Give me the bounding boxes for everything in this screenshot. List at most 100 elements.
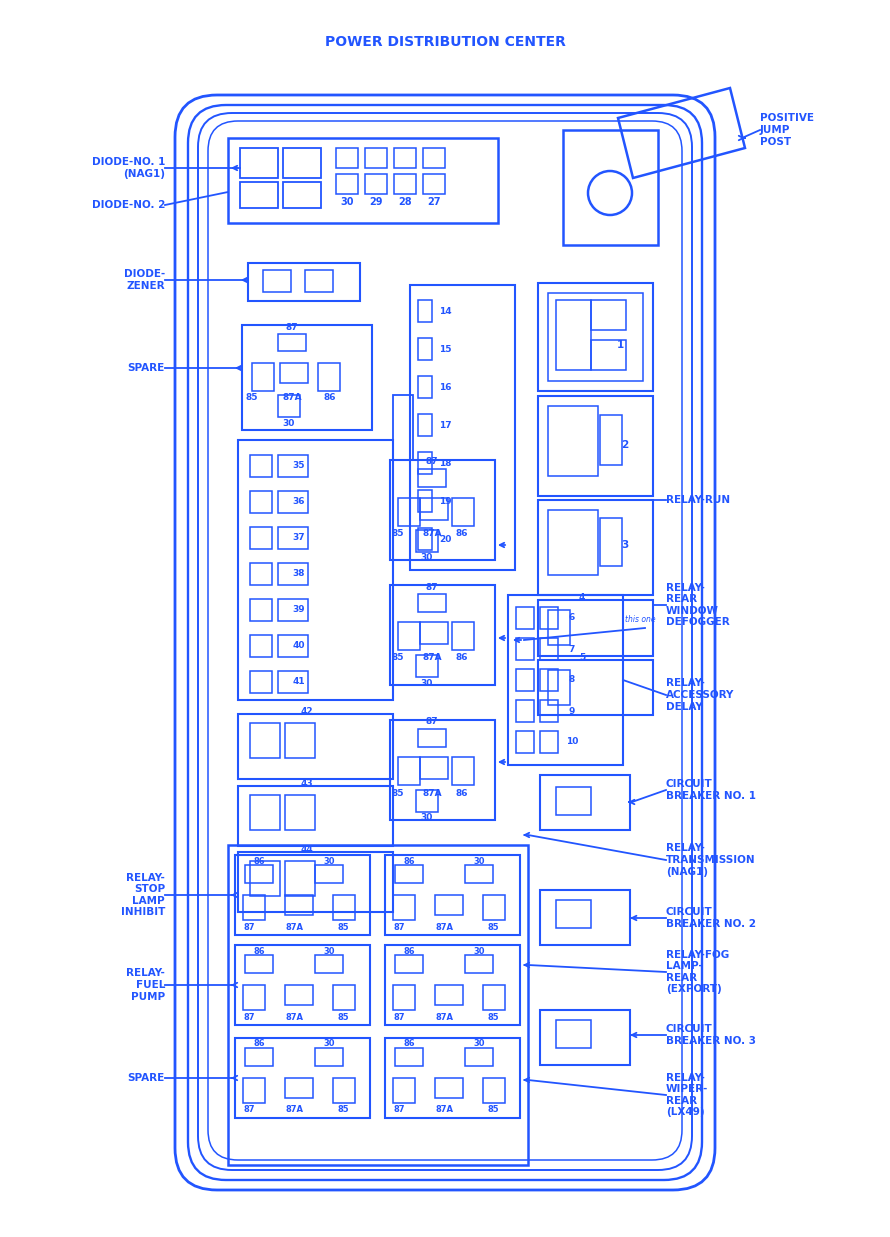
- Bar: [285, 861, 315, 896]
- Bar: [435, 1077, 463, 1098]
- Text: this one: this one: [625, 616, 656, 625]
- Text: 8: 8: [569, 675, 575, 684]
- Text: 30: 30: [323, 856, 335, 866]
- Bar: [250, 635, 272, 657]
- Bar: [390, 720, 495, 820]
- Bar: [540, 731, 558, 753]
- Text: 42: 42: [301, 708, 313, 716]
- Text: 85: 85: [392, 653, 404, 663]
- Text: 30: 30: [340, 197, 353, 207]
- Text: CIRCUIT
BREAKER NO. 3: CIRCUIT BREAKER NO. 3: [666, 1024, 756, 1045]
- Bar: [548, 406, 598, 476]
- Text: 86: 86: [403, 856, 415, 866]
- Text: SPARE: SPARE: [128, 362, 165, 374]
- Bar: [418, 729, 446, 747]
- Bar: [418, 338, 432, 360]
- Text: SPARE: SPARE: [128, 1072, 165, 1084]
- Text: DIODE-NO. 2: DIODE-NO. 2: [92, 200, 165, 210]
- Bar: [238, 852, 393, 912]
- Text: 28: 28: [398, 197, 412, 207]
- Text: 44: 44: [301, 846, 313, 855]
- Bar: [398, 757, 420, 785]
- Bar: [516, 669, 534, 691]
- Bar: [516, 607, 534, 628]
- Bar: [538, 661, 653, 715]
- Text: 87: 87: [393, 1013, 405, 1022]
- Bar: [418, 301, 432, 322]
- Bar: [416, 656, 438, 677]
- Text: 87: 87: [425, 717, 438, 726]
- Text: 87A: 87A: [436, 1106, 454, 1115]
- Bar: [416, 790, 438, 811]
- Bar: [336, 174, 358, 194]
- Text: 30: 30: [473, 856, 485, 866]
- Bar: [393, 985, 415, 1009]
- Bar: [336, 148, 358, 168]
- Bar: [235, 945, 370, 1025]
- Text: 87: 87: [243, 1013, 255, 1022]
- Text: 86: 86: [456, 788, 468, 798]
- Text: 38: 38: [293, 569, 305, 579]
- Bar: [516, 700, 534, 722]
- Bar: [452, 622, 474, 649]
- Bar: [410, 285, 515, 570]
- Text: 87A: 87A: [422, 528, 441, 538]
- Bar: [285, 722, 315, 758]
- Bar: [250, 491, 272, 513]
- Bar: [516, 638, 534, 661]
- Bar: [285, 1077, 313, 1098]
- Text: RELAY-
FUEL
PUMP: RELAY- FUEL PUMP: [126, 969, 165, 1002]
- Text: 30: 30: [421, 814, 433, 823]
- Bar: [540, 889, 630, 945]
- Bar: [395, 955, 423, 974]
- Bar: [483, 1077, 505, 1103]
- Bar: [556, 787, 591, 815]
- Bar: [245, 865, 273, 883]
- Bar: [452, 499, 474, 526]
- Bar: [538, 600, 653, 656]
- Text: 86: 86: [253, 856, 265, 866]
- Text: 30: 30: [421, 679, 433, 688]
- Bar: [423, 174, 445, 194]
- Text: CIRCUIT
BREAKER NO. 1: CIRCUIT BREAKER NO. 1: [666, 779, 756, 800]
- Bar: [278, 455, 308, 477]
- Bar: [243, 985, 265, 1009]
- Bar: [318, 362, 340, 391]
- Bar: [540, 700, 558, 722]
- Bar: [250, 527, 272, 549]
- Bar: [538, 396, 653, 496]
- Text: 85: 85: [246, 392, 258, 402]
- Text: 20: 20: [439, 534, 451, 543]
- Bar: [250, 599, 272, 621]
- Bar: [435, 985, 463, 1004]
- Bar: [540, 1009, 630, 1065]
- Text: 87A: 87A: [436, 1013, 454, 1022]
- Text: 29: 29: [369, 197, 383, 207]
- Bar: [385, 1038, 520, 1118]
- Bar: [538, 500, 653, 595]
- Bar: [278, 599, 308, 621]
- Text: 87: 87: [286, 324, 298, 333]
- Bar: [283, 148, 321, 178]
- Bar: [238, 440, 393, 700]
- Bar: [393, 896, 415, 920]
- Text: 85: 85: [337, 923, 349, 931]
- Bar: [333, 1077, 355, 1103]
- Bar: [228, 845, 528, 1165]
- Text: 87: 87: [425, 458, 438, 466]
- Bar: [420, 622, 448, 644]
- Bar: [548, 510, 598, 575]
- Bar: [252, 362, 274, 391]
- Bar: [245, 1048, 273, 1066]
- Bar: [235, 1038, 370, 1118]
- Text: 5: 5: [578, 653, 585, 663]
- Text: 41: 41: [293, 678, 305, 687]
- Text: RELAY-
WIPER-
REAR
(LX49): RELAY- WIPER- REAR (LX49): [666, 1072, 708, 1117]
- Bar: [452, 757, 474, 785]
- Bar: [418, 490, 432, 512]
- Bar: [263, 270, 291, 292]
- Bar: [278, 670, 308, 693]
- Bar: [556, 301, 591, 370]
- Text: 36: 36: [293, 497, 305, 506]
- Text: 85: 85: [392, 528, 404, 538]
